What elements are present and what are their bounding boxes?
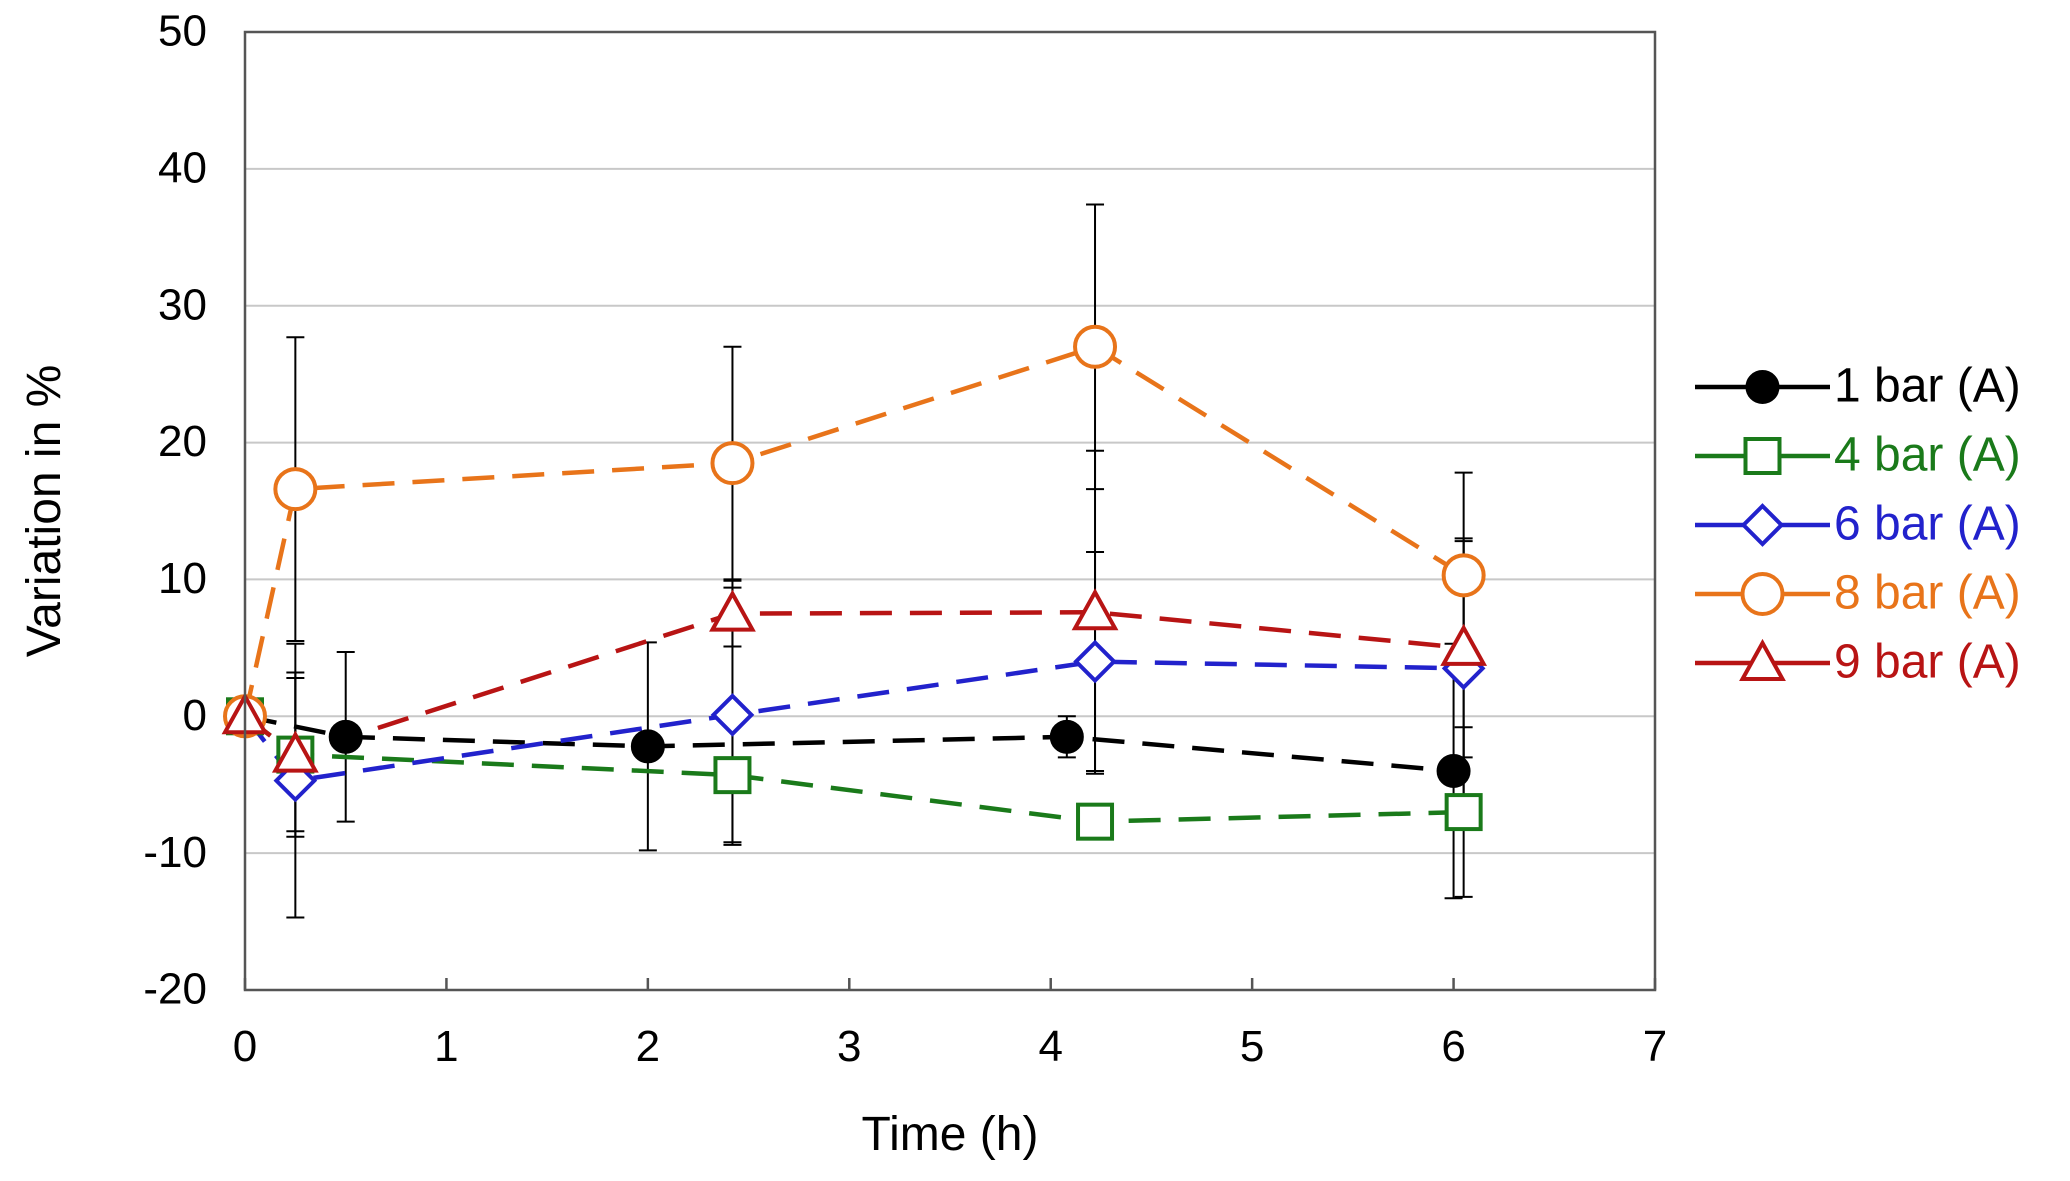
x-tick-label: 6 bbox=[1441, 1022, 1465, 1071]
y-tick-label: 30 bbox=[158, 280, 207, 329]
legend-item: 4 bar (A) bbox=[1695, 429, 2021, 482]
y-tick-label: 20 bbox=[158, 417, 207, 466]
x-tick-label: 2 bbox=[636, 1022, 660, 1071]
data-point bbox=[1071, 588, 1119, 631]
axis-ticks bbox=[243, 978, 1657, 990]
legend-label: 4 bar (A) bbox=[1834, 429, 2021, 482]
data-point bbox=[710, 441, 755, 486]
legend-item: 6 bar (A) bbox=[1695, 498, 2021, 551]
x-tick-label: 7 bbox=[1643, 1022, 1667, 1071]
y-tick-label: 0 bbox=[183, 691, 207, 740]
legend-item: 9 bar (A) bbox=[1695, 636, 2021, 689]
grid-lines bbox=[245, 167, 1655, 855]
data-point bbox=[710, 693, 755, 737]
data-point bbox=[1436, 754, 1471, 789]
data-point bbox=[328, 719, 363, 754]
y-tick-label: 50 bbox=[158, 7, 207, 56]
data-point bbox=[1076, 802, 1115, 841]
y-tick-labels: -20 -10 0 10 20 30 40 50 bbox=[143, 7, 207, 1014]
series-line-5 bbox=[243, 610, 1464, 758]
legend-item: 8 bar (A) bbox=[1695, 567, 2021, 620]
data-point bbox=[1440, 623, 1488, 666]
data-point bbox=[273, 467, 318, 512]
data-point bbox=[713, 756, 752, 795]
data-point bbox=[1444, 793, 1483, 832]
data-point bbox=[630, 729, 665, 764]
series-lines bbox=[242, 344, 1465, 824]
legend-marker bbox=[1745, 370, 1780, 404]
y-tick-label: -10 bbox=[143, 828, 207, 877]
series-line-3 bbox=[243, 659, 1464, 784]
x-tick-labels: 0 1 2 3 4 5 6 7 bbox=[233, 1022, 1667, 1071]
plot-area-frame bbox=[243, 30, 1657, 992]
x-axis-title: Time (h) bbox=[862, 1108, 1039, 1161]
error-bars bbox=[286, 203, 1473, 919]
legend-marker bbox=[1740, 503, 1785, 547]
legend: 1 bar (A) 4 bar (A) 6 bar (A) 8 bar (A) 9 ba… bbox=[1695, 360, 2021, 689]
data-point bbox=[709, 589, 756, 632]
series-line-4 bbox=[242, 344, 1465, 717]
y-axis-title: Variation in % bbox=[18, 365, 71, 658]
legend-label: 6 bar (A) bbox=[1834, 498, 2021, 551]
x-tick-label: 4 bbox=[1038, 1022, 1062, 1071]
data-point bbox=[271, 730, 319, 773]
data-point bbox=[1073, 639, 1117, 684]
x-tick-label: 5 bbox=[1240, 1022, 1264, 1071]
x-tick-label: 0 bbox=[233, 1022, 257, 1071]
y-tick-label: 10 bbox=[158, 554, 207, 603]
legend-label: 9 bar (A) bbox=[1834, 636, 2021, 689]
legend-marker bbox=[1740, 572, 1785, 616]
legend-marker bbox=[1739, 638, 1786, 681]
data-point bbox=[1073, 324, 1118, 369]
series-line-2 bbox=[243, 714, 1464, 824]
y-tick-label: -20 bbox=[143, 965, 207, 1014]
x-tick-label: 1 bbox=[434, 1022, 458, 1071]
y-tick-label: 40 bbox=[158, 143, 207, 192]
legend-label: 8 bar (A) bbox=[1834, 567, 2021, 620]
data-point bbox=[1441, 553, 1486, 598]
legend-label: 1 bar (A) bbox=[1834, 360, 2021, 413]
legend-marker bbox=[1743, 437, 1782, 475]
data-point bbox=[1049, 719, 1084, 754]
x-tick-label: 3 bbox=[837, 1022, 861, 1071]
legend-item: 1 bar (A) bbox=[1695, 360, 2021, 413]
